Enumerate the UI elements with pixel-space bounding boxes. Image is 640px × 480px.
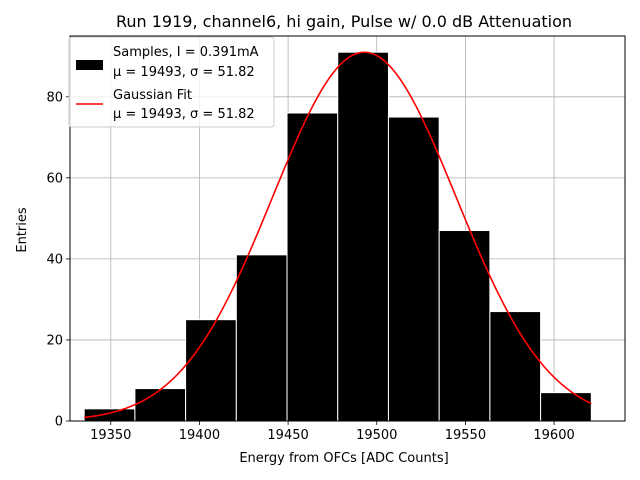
histogram-bar [235,254,288,422]
x-tick-label: 19450 [267,428,308,443]
x-tick-label: 19350 [90,428,131,443]
x-tick-label: 19400 [179,428,220,443]
plot-frame [69,35,626,422]
histogram-bar [286,112,339,422]
histogram-bar [83,408,136,422]
y-tick-label: 20 [46,333,63,348]
histogram-bars [83,51,592,422]
y-tick-label: 0 [55,415,63,430]
gaussian-fit-curve [84,51,592,419]
histogram-bar [387,116,440,422]
legend-histogram-swatch [76,60,103,70]
x-tick-label: 19550 [445,428,486,443]
legend-histogram-label-line1: Samples, I = 0.391mA [113,45,259,60]
histogram-bar [337,51,389,422]
legend-fit-label-line1: Gaussian Fit [113,88,192,103]
y-tick-label: 60 [46,171,63,186]
histogram-bar [489,311,542,422]
legend-histogram-label-line2: μ = 19493, σ = 51.82 [113,65,255,80]
x-axis-ticks: 19350 19400 19450 19500 19550 19600 [90,421,575,443]
y-tick-label: 80 [46,90,63,105]
x-tick-label: 19500 [356,428,397,443]
histogram-bar [438,230,491,422]
x-tick-label: 19600 [533,428,574,443]
histogram-bar [134,388,187,422]
x-axis-label: Energy from OFCs [ADC Counts] [239,451,448,466]
histogram-bar [185,319,237,422]
legend-box [68,36,275,128]
histogram-bar [540,392,592,422]
y-axis-ticks: 0 20 40 60 80 [46,90,70,430]
legend-fit-label-line2: μ = 19493, σ = 51.82 [113,107,255,122]
y-tick-label: 40 [46,252,63,267]
chart-title: Run 1919, channel6, hi gain, Pulse w/ 0.… [116,12,572,31]
legend: Samples, I = 0.391mA μ = 19493, σ = 51.8… [68,36,275,128]
y-axis-label: Entries [15,207,30,253]
